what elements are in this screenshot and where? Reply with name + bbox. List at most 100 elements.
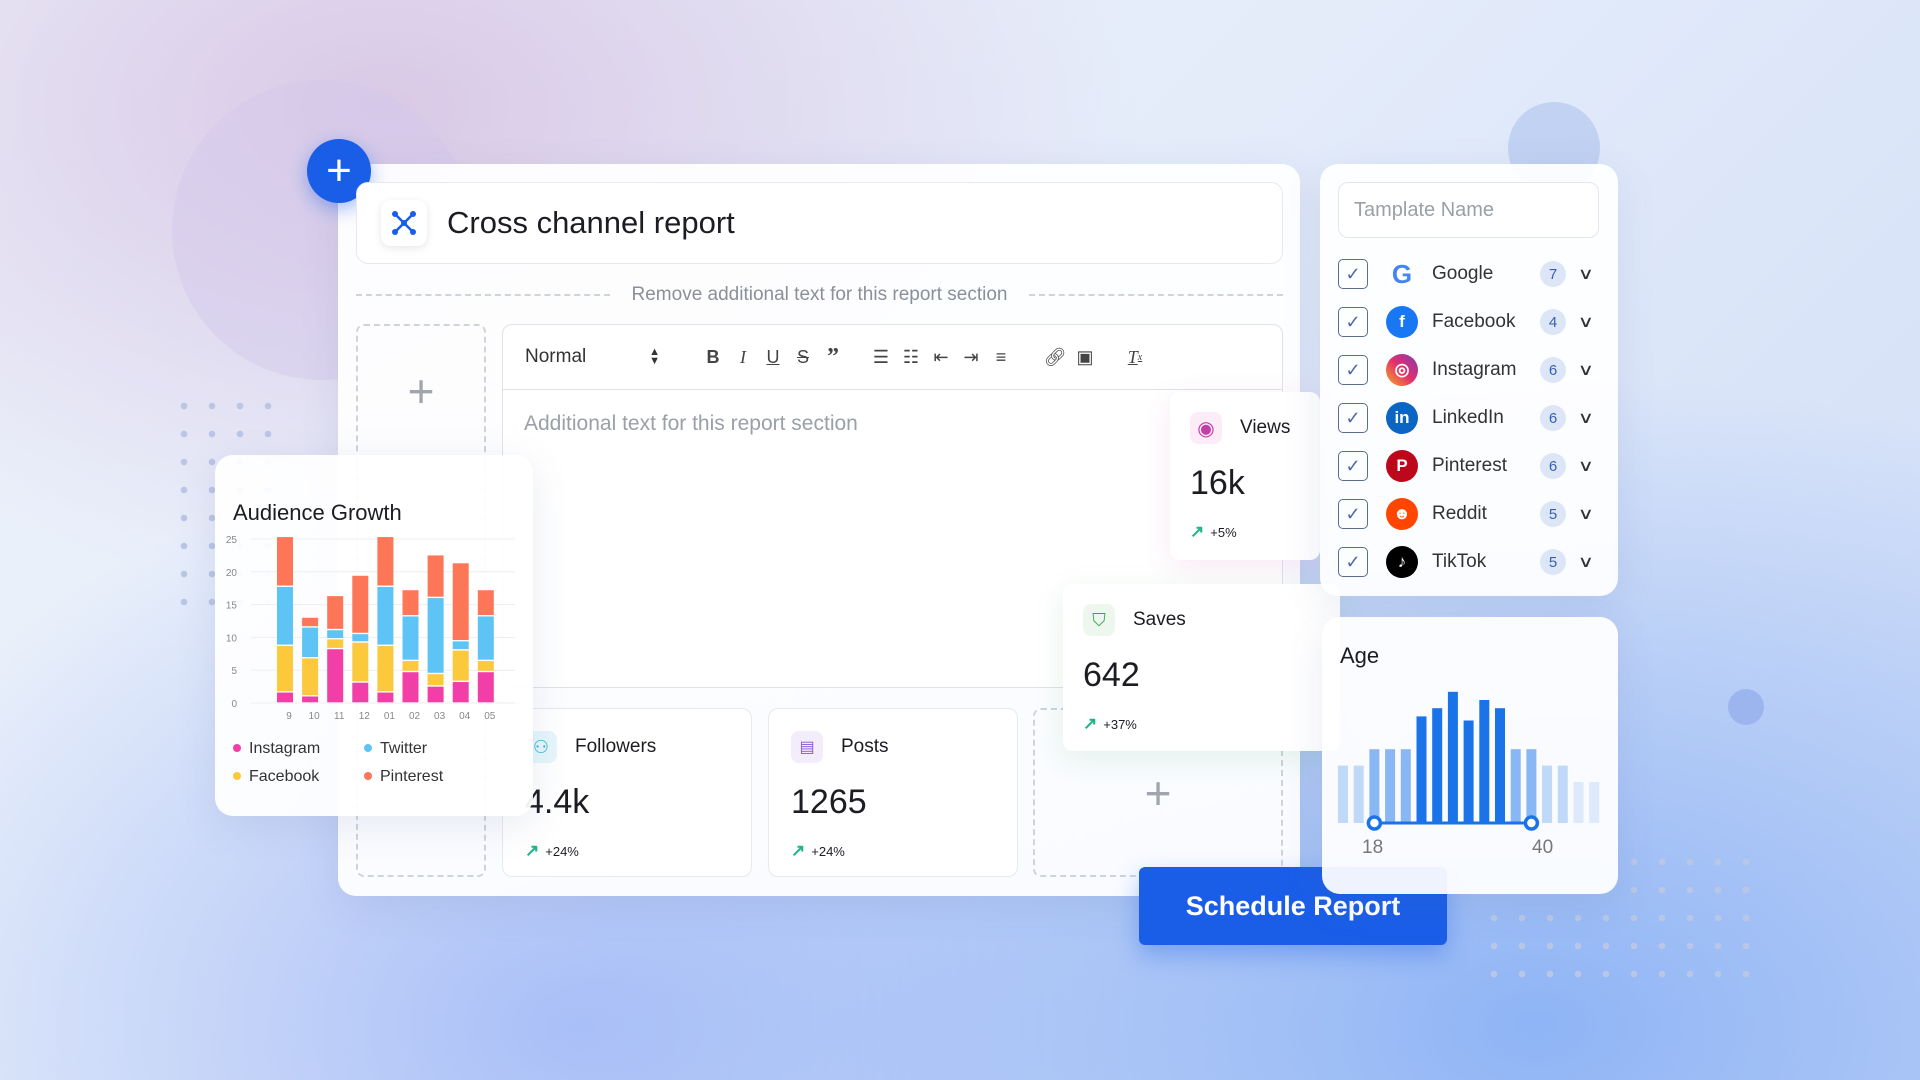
divider-line: [356, 294, 610, 296]
age-card: Age 18 40: [1322, 617, 1618, 894]
checkbox[interactable]: ✓: [1338, 403, 1368, 433]
chevron-down-icon[interactable]: ∨: [1577, 506, 1595, 523]
chevron-down-icon[interactable]: ∨: [1577, 554, 1595, 571]
facebook-logo-icon: f: [1386, 306, 1418, 338]
legend-marker: [233, 744, 241, 752]
channel-name: Google: [1432, 263, 1494, 284]
checkbox[interactable]: ✓: [1338, 451, 1368, 481]
instagram-logo-icon: ◎: [1386, 354, 1418, 386]
link-icon[interactable]: 🔗︎: [1043, 346, 1067, 367]
divider-line: [1029, 294, 1283, 296]
outdent-icon[interactable]: ⇤: [933, 346, 949, 367]
report-title: Cross channel report: [447, 205, 735, 240]
age-bar: [1589, 782, 1600, 823]
channel-count-badge: 5: [1540, 549, 1566, 575]
chevron-down-icon[interactable]: ∨: [1577, 266, 1595, 283]
bar-twitter: [477, 616, 494, 660]
report-title-field[interactable]: Cross channel report: [356, 182, 1283, 264]
age-bar: [1369, 749, 1380, 823]
legend-label: Instagram: [249, 740, 320, 757]
ordered-list-icon[interactable]: ☰: [872, 346, 890, 367]
x-tick-label: 05: [484, 711, 496, 722]
x-tick-label: 9: [286, 711, 292, 722]
bg-circle: [1728, 689, 1764, 725]
chevron-down-icon[interactable]: ∨: [1577, 458, 1595, 475]
chevron-down-icon[interactable]: ∨: [1577, 362, 1595, 379]
age-bar: [1385, 749, 1396, 823]
age-histogram: [1338, 691, 1600, 831]
bar-instagram: [277, 692, 293, 703]
bar-facebook: [452, 650, 469, 681]
x-tick-label: 12: [359, 711, 371, 722]
select-arrows-icon: ▲ ▼: [649, 346, 660, 367]
checkbox[interactable]: ✓: [1338, 499, 1368, 529]
bullet-list-icon[interactable]: ☷: [902, 346, 920, 367]
template-name-input[interactable]: [1338, 182, 1599, 238]
channel-count-badge: 6: [1540, 405, 1566, 431]
checkbox[interactable]: ✓: [1338, 547, 1368, 577]
x-tick-label: 02: [409, 711, 421, 722]
age-bar: [1479, 700, 1490, 823]
bar-facebook: [277, 645, 293, 692]
age-range-handle[interactable]: [1366, 815, 1383, 831]
x-tick-label: 04: [459, 711, 471, 722]
age-title: Age: [1340, 643, 1380, 668]
audience-growth-card: Audience Growth 0 5 10 15 20 25 9 10 11 12 01 02 03 04…: [215, 455, 533, 816]
age-bar: [1542, 765, 1553, 823]
blockquote-icon[interactable]: ”: [827, 343, 839, 370]
legend-label: Twitter: [380, 740, 428, 757]
posts-card: ▤ Posts 1265 ↗ +24%: [768, 708, 1018, 877]
strikethrough-icon[interactable]: S: [796, 346, 809, 367]
image-icon[interactable]: ▣: [1076, 346, 1094, 367]
plus-icon: +: [407, 365, 435, 417]
x-tick-label: 01: [384, 711, 396, 722]
trend-up-icon: ↗: [1083, 714, 1098, 733]
channel-row-instagram: ✓ ◎ Instagram 6 ∨: [1338, 350, 1600, 390]
document-icon: ▤: [791, 731, 823, 763]
checkbox[interactable]: ✓: [1338, 355, 1368, 385]
cross-channel-icon: [381, 200, 427, 246]
checkbox[interactable]: ✓: [1338, 259, 1368, 289]
channel-name: Pinterest: [1432, 455, 1507, 476]
bold-icon[interactable]: B: [706, 346, 720, 367]
channel-name: LinkedIn: [1432, 407, 1504, 428]
age-range-handle[interactable]: [1523, 815, 1540, 831]
bar-facebook: [402, 661, 419, 671]
bar-instagram: [302, 696, 319, 703]
remove-text-link[interactable]: Remove additional text for this report s…: [631, 284, 1008, 305]
age-bar: [1573, 782, 1584, 823]
channel-name: TikTok: [1432, 551, 1487, 572]
underline-icon[interactable]: U: [766, 346, 780, 367]
posts-value: 1265: [791, 783, 867, 821]
format-value: Normal: [525, 346, 587, 367]
y-tick-label: 0: [231, 699, 237, 710]
chevron-down-icon[interactable]: ∨: [1577, 410, 1595, 427]
bar-pinterest: [352, 575, 369, 633]
bar-facebook: [352, 642, 369, 682]
legend-marker: [364, 772, 372, 780]
italic-icon[interactable]: I: [740, 346, 746, 367]
pinterest-logo-icon: P: [1386, 450, 1418, 482]
format-select[interactable]: Normal ▲ ▼: [525, 346, 660, 368]
align-icon[interactable]: ≡: [995, 346, 1007, 367]
posts-label: Posts: [841, 736, 889, 757]
editor-placeholder[interactable]: Additional text for this report section: [524, 412, 858, 435]
views-change: +5%: [1210, 524, 1237, 540]
bar-pinterest: [302, 617, 319, 627]
indent-icon[interactable]: ⇥: [963, 346, 979, 367]
bar-instagram: [452, 682, 469, 703]
bar-instagram: [352, 682, 369, 703]
bar-instagram: [477, 672, 494, 703]
y-tick-label: 5: [231, 666, 237, 677]
posts-change: +24%: [811, 843, 845, 859]
bar-facebook: [377, 645, 394, 692]
google-logo-icon: G: [1386, 258, 1418, 290]
channel-row-linkedin: ✓ in LinkedIn 6 ∨: [1338, 398, 1600, 438]
channel-count-badge: 5: [1540, 501, 1566, 527]
chevron-down-icon[interactable]: ∨: [1577, 314, 1595, 331]
bar-instagram: [427, 686, 444, 703]
bar-twitter: [402, 616, 419, 660]
checkbox[interactable]: ✓: [1338, 307, 1368, 337]
x-tick-label: 11: [334, 711, 345, 722]
